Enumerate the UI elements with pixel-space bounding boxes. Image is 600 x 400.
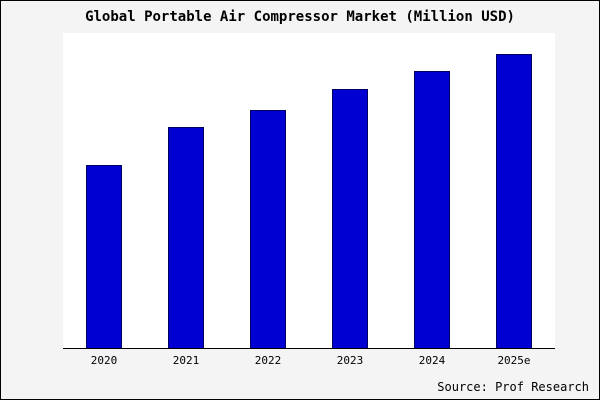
bar-2020 (86, 165, 122, 348)
x-tick-label-2020: 2020 (90, 354, 118, 367)
source-credit: Source: Prof Research (437, 380, 589, 394)
bar-2025e (496, 53, 532, 348)
bar-slot (145, 33, 227, 348)
x-tick-label-2021: 2021 (172, 354, 200, 367)
bar-2022 (250, 109, 286, 348)
bar-2021 (168, 127, 204, 348)
x-tick-label-2025e: 2025e (497, 354, 531, 367)
x-axis-labels: 2020 2021 2022 2023 2024 2025e (63, 354, 555, 367)
bar-slot (309, 33, 391, 348)
plot-area (63, 33, 555, 349)
bar-slot (227, 33, 309, 348)
bar-slot (473, 33, 555, 348)
x-tick-label-2022: 2022 (254, 354, 282, 367)
x-tick-label-2023: 2023 (336, 354, 364, 367)
bar-2023 (332, 88, 368, 348)
bar-slot (391, 33, 473, 348)
bars (63, 33, 555, 348)
bar-2024 (414, 71, 450, 348)
x-tick-label-2024: 2024 (418, 354, 446, 367)
chart-title: Global Portable Air Compressor Market (M… (85, 9, 515, 25)
bar-slot (63, 33, 145, 348)
